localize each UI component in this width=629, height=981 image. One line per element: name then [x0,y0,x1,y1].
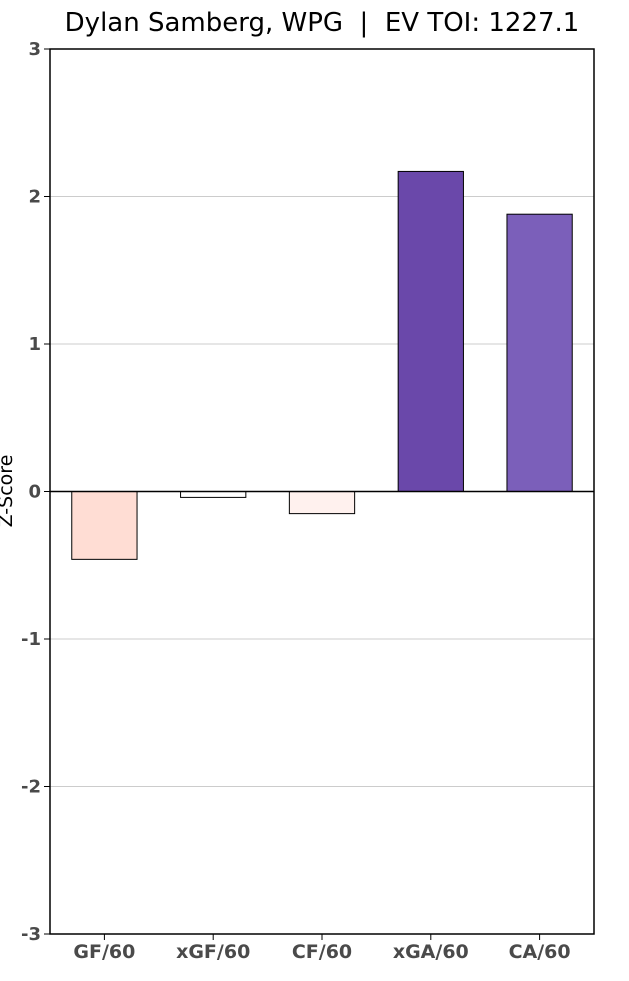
bar-gf-60 [71,491,138,560]
x-tick-label: CF/60 [292,941,352,963]
grid-lines [50,196,594,787]
y-tick-label: 3 [28,39,41,60]
bars [71,170,573,560]
x-tick-label: CA/60 [509,941,571,963]
y-axis-label: Z-Score [0,455,17,528]
y-tick-label: -3 [21,924,41,945]
chart-title: Dylan Samberg, WPG | EV TOI: 1227.1 [65,8,580,38]
x-tick-label: xGF/60 [176,941,250,963]
x-tick-label: xGA/60 [393,941,469,963]
bar-xga-60 [397,170,464,493]
y-tick-label: 1 [28,334,41,355]
bar-xgf-60 [180,491,247,498]
y-tick-label: 2 [28,187,41,208]
y-axis-ticks: -3 -2 -1 0 1 2 3 [21,39,50,945]
y-tick-label: -2 [21,777,41,798]
bar-cf-60 [288,491,356,515]
bar-ca-60 [506,213,573,492]
y-tick-label: -1 [21,629,41,650]
y-tick-label: 0 [28,482,41,503]
x-tick-label: GF/60 [73,941,135,963]
x-axis-ticks: GF/60 xGF/60 CF/60 xGA/60 CA/60 [73,934,571,963]
